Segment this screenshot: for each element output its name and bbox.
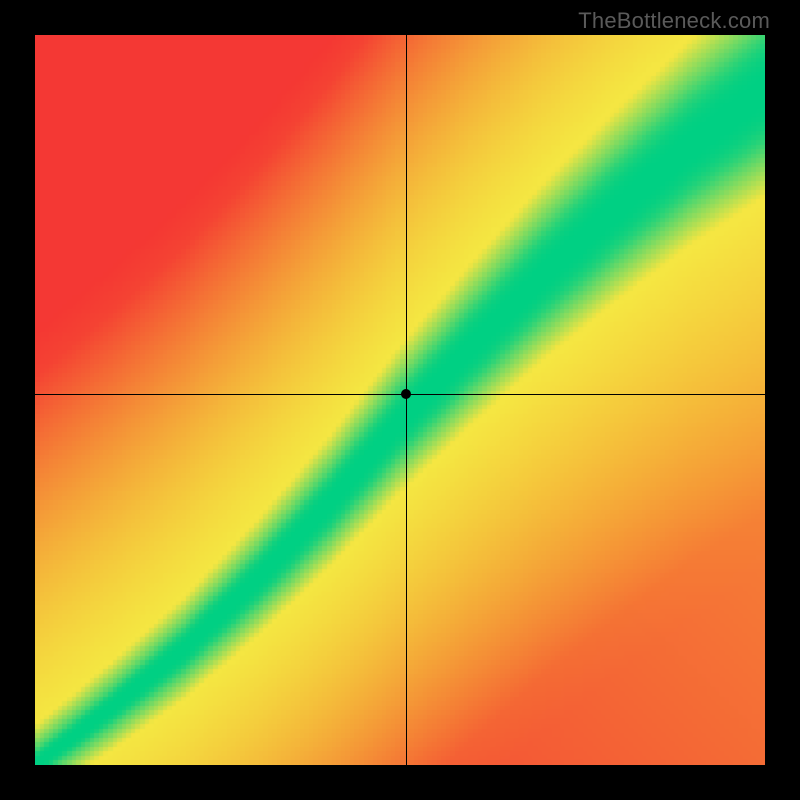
current-point-marker <box>401 389 411 399</box>
crosshair-vertical <box>406 35 407 765</box>
bottleneck-heatmap <box>35 35 765 765</box>
heatmap-canvas <box>35 35 765 765</box>
watermark-text: TheBottleneck.com <box>578 8 770 34</box>
